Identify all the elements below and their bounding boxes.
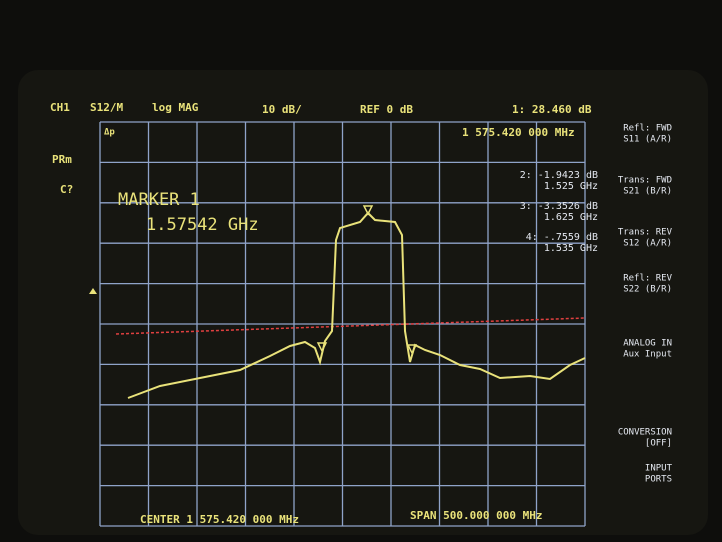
softkey-label: ANALOG IN	[623, 339, 672, 349]
softkey-label: PORTS	[645, 475, 672, 485]
marker-freq: 1.535 GHz	[544, 243, 598, 254]
softkey-label: Aux Input	[623, 350, 672, 360]
softkey-label: Trans: REV	[618, 228, 673, 238]
marker-freq: 1.625 GHz	[544, 212, 598, 223]
grid	[99, 121, 586, 527]
softkey-label: S21 (B/R)	[623, 187, 672, 197]
softkey-label: CONVERSION	[618, 428, 672, 438]
softkey-label: S22 (B/R)	[623, 285, 672, 295]
marker-frequency: 1 575.420 000 MHz	[462, 126, 575, 139]
left-label: C?	[60, 183, 73, 196]
marker-value: 2: -1.9423 dB	[520, 170, 598, 181]
limit-line	[115, 317, 586, 335]
marker-value: 3: -3.3526 dB	[520, 201, 598, 212]
footer-span: SPAN 500.000 000 MHz	[410, 509, 542, 522]
display	[18, 70, 708, 535]
marker-symbols	[316, 205, 418, 355]
marker-value: 4: -.7559 dB	[526, 232, 598, 243]
left-label: PRm	[52, 153, 72, 166]
softkey-label: S12 (A/R)	[623, 239, 672, 249]
parameter: S12/M	[90, 101, 123, 114]
ref-arrow	[89, 288, 97, 294]
format: log MAG	[152, 101, 199, 114]
channel: CH1	[50, 101, 70, 114]
footer-center: CENTER 1 575.420 000 MHz	[140, 513, 299, 526]
marker-frequency-big: 1.57542 GHz	[146, 215, 259, 235]
marker-freq: 1.525 GHz	[544, 181, 598, 192]
marker-title: MARKER 1	[118, 190, 200, 210]
scale: 10 dB/	[262, 103, 302, 116]
softkey-label: INPUT	[645, 464, 673, 474]
reference: REF 0 dB	[360, 103, 413, 116]
softkey-label: Trans: FWD	[618, 176, 672, 186]
softkey-label: Refl: REV	[623, 274, 672, 284]
trace	[127, 211, 586, 399]
grid-label: Δp	[104, 128, 115, 138]
softkey-label: Refl: FWD	[623, 124, 672, 134]
marker-readout: 1: 28.460 dB	[512, 103, 592, 116]
softkey-label: S11 (A/R)	[623, 135, 672, 145]
softkey-label: [OFF]	[645, 439, 672, 449]
